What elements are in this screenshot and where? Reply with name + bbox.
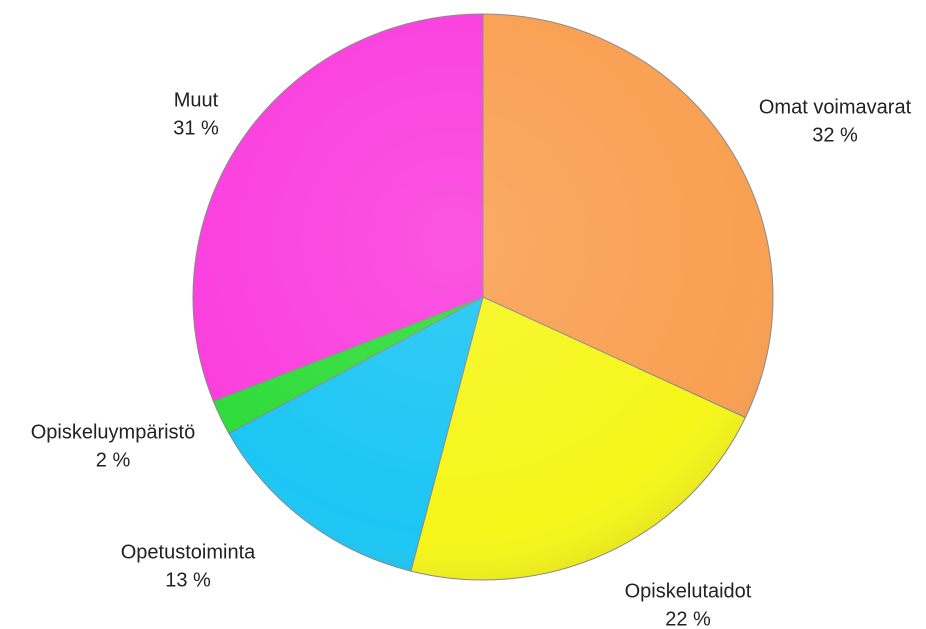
slice-label: Opiskelutaidot [625,580,752,602]
slice-label: Opetustoiminta [121,541,256,563]
slice-value-label: 2 % [96,449,131,471]
labels: Omat voimavarat 32 % Opiskelutaidot 22 % Ope… [31,89,912,629]
pie [192,13,774,581]
slice-label: Omat voimavarat [759,96,912,118]
slice-value-label: 22 % [665,608,711,629]
slice-label: Opiskeluympäristö [31,421,196,443]
slice-value-label: 32 % [812,124,858,146]
slice-value-label: 13 % [165,569,211,591]
slice-value-label: 31 % [173,117,219,139]
slice-label: Muut [174,89,219,111]
